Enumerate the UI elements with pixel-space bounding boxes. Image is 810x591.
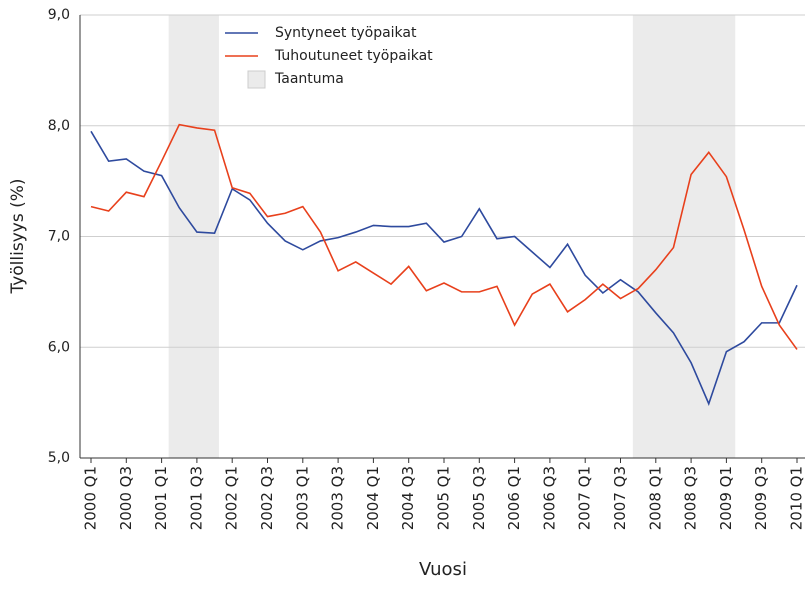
x-tick-label: 2001 Q1 (152, 466, 170, 530)
legend-swatch (247, 70, 266, 89)
x-tick-label: 2007 Q3 (611, 466, 629, 530)
x-tick-label: 2008 Q1 (646, 466, 664, 530)
legend-label: Tuhoutuneet työpaikat (274, 48, 433, 64)
x-tick-label: 2004 Q3 (399, 466, 417, 530)
x-tick-label: 2001 Q3 (187, 466, 205, 530)
x-tick-label: 2006 Q3 (540, 466, 558, 530)
y-axis-title: Työllisyys (%) (8, 178, 28, 294)
y-tick-label: 8,0 (48, 118, 70, 134)
x-tick-label: 2000 Q3 (117, 466, 135, 530)
x-tick-label: 2005 Q1 (435, 466, 453, 530)
legend-label: Syntyneet työpaikat (275, 25, 417, 41)
x-tick-label: 2009 Q1 (717, 466, 735, 530)
x-tick-label: 2004 Q1 (364, 466, 382, 530)
y-tick-label: 5,0 (48, 450, 70, 466)
x-tick-label: 2010 Q1 (788, 466, 806, 530)
y-tick-label: 9,0 (48, 7, 70, 23)
x-tick-label: 2002 Q1 (223, 466, 241, 530)
y-tick-label: 7,0 (48, 229, 70, 245)
x-tick-label: 2009 Q3 (752, 466, 770, 530)
legend-label: Taantuma (274, 71, 344, 87)
x-tick-label: 2007 Q1 (576, 466, 594, 530)
series-line (90, 123, 798, 350)
x-tick-label: 2008 Q3 (682, 466, 700, 530)
x-tick-label: 2003 Q3 (329, 466, 347, 530)
series-line (90, 130, 798, 406)
x-tick-label: 2000 Q1 (82, 466, 100, 530)
x-tick-label: 2002 Q3 (258, 466, 276, 530)
x-tick-label: 2006 Q1 (505, 466, 523, 530)
x-tick-label: 2005 Q3 (470, 466, 488, 530)
y-tick-label: 6,0 (48, 339, 70, 355)
x-tick-label: 2003 Q1 (293, 466, 311, 530)
x-axis-title: Vuosi (419, 559, 467, 580)
